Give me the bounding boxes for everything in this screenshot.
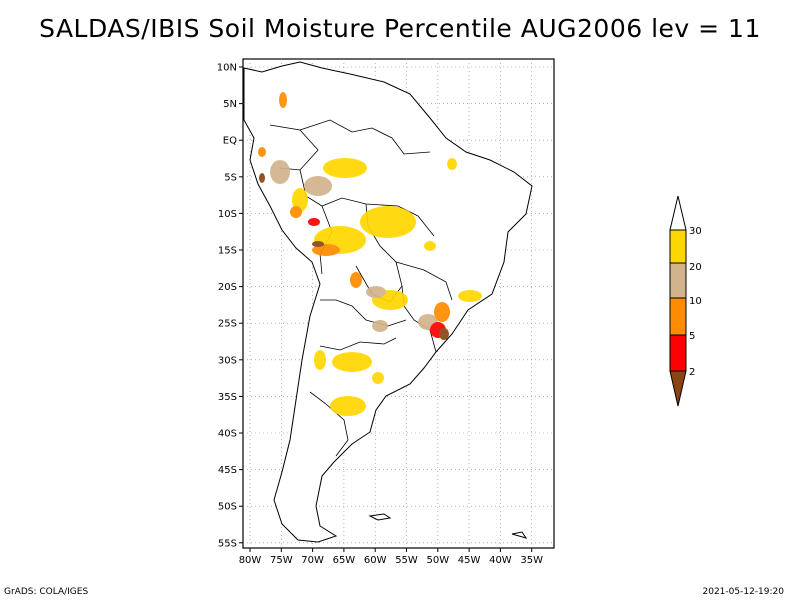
- lat-tick-label: 10N: [217, 63, 237, 74]
- lat-tick-label: 55S: [218, 538, 237, 549]
- grads-credit: GrADS: COLA/IGES: [4, 587, 89, 597]
- colorbar-below-2: [669, 370, 687, 407]
- colorbar-above-30: [669, 195, 687, 231]
- colorbar-label-20: 20: [689, 262, 702, 273]
- color-bar: 30 20 10 5 2: [669, 195, 702, 407]
- lat-tick-label: 15S: [218, 246, 237, 257]
- lat-tick-label: 10S: [218, 209, 237, 220]
- lon-tick-label: 80W: [239, 555, 262, 566]
- lon-tick-label: 55W: [395, 555, 418, 566]
- colorbar-label-5: 5: [689, 331, 695, 342]
- colorbar-label-30: 30: [689, 226, 702, 237]
- lon-tick-label: 70W: [301, 555, 324, 566]
- timestamp: 2021-05-12-19:20: [702, 587, 785, 597]
- lat-tick-label: 25S: [218, 319, 237, 330]
- lat-tick-label: 35S: [218, 392, 237, 403]
- percentile-shading: [258, 92, 482, 416]
- shading-below-2: [259, 173, 449, 340]
- lat-tick-label: EQ: [223, 136, 237, 147]
- islands: [368, 513, 528, 539]
- lon-tick-label: 75W: [270, 555, 293, 566]
- map-title: SALDAS/IBIS Soil Moisture Percentile AUG…: [39, 14, 761, 43]
- lat-tick-label: 5N: [223, 99, 237, 110]
- colorbar-2-5: [669, 334, 687, 372]
- lon-tick-label: 50W: [426, 555, 449, 566]
- latitude-ticks: 10N 5N EQ 5S 10S 15S 20S 25S 30S 35S 40S 45S 50S 55S: [217, 63, 243, 549]
- longitude-ticks: 80W 75W 70W 65W 60W 55W 50W 45W 40W 35W: [239, 548, 543, 566]
- colorbar-label-10: 10: [689, 296, 702, 307]
- lon-tick-label: 35W: [520, 555, 543, 566]
- lon-tick-label: 45W: [458, 555, 481, 566]
- lat-tick-label: 5S: [224, 172, 237, 183]
- lon-tick-label: 65W: [333, 555, 356, 566]
- lat-tick-label: 40S: [218, 429, 237, 440]
- colorbar-5-10: [669, 297, 687, 336]
- lat-tick-label: 20S: [218, 282, 237, 293]
- shading-5-10: [258, 92, 450, 322]
- lat-tick-label: 45S: [218, 465, 237, 476]
- colorbar-10-20: [669, 262, 687, 299]
- lat-tick-label: 30S: [218, 355, 237, 366]
- colorbar-label-2: 2: [689, 367, 695, 378]
- colorbar-20-30: [669, 229, 687, 264]
- lat-tick-label: 50S: [218, 502, 237, 513]
- lon-tick-label: 40W: [489, 555, 512, 566]
- lon-tick-label: 60W: [364, 555, 387, 566]
